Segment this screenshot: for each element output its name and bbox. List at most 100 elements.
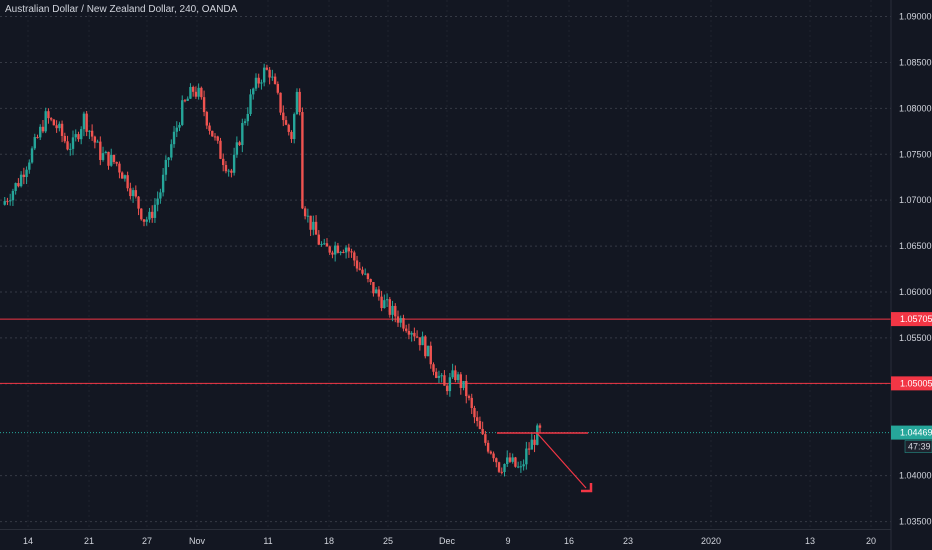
candle-body — [39, 126, 42, 138]
candle-body — [249, 94, 252, 114]
y-tick-label: 1.09000 — [899, 12, 932, 22]
candle-body — [126, 175, 129, 189]
candle-body — [172, 131, 176, 145]
y-tick-label: 1.06000 — [899, 287, 932, 297]
candle-body — [208, 125, 211, 131]
candle-body — [181, 100, 184, 125]
candle-body — [112, 154, 116, 163]
candle-body — [533, 439, 536, 445]
candle-body — [475, 417, 479, 422]
projection-arrow-head — [581, 483, 593, 493]
x-tick-label: 13 — [805, 536, 815, 546]
candle-body — [58, 123, 61, 129]
candle-body — [96, 141, 99, 143]
candle-body — [178, 124, 181, 128]
candle-body — [164, 159, 168, 175]
candle-body — [317, 234, 320, 245]
candle-body — [421, 336, 424, 346]
candle-body — [385, 299, 389, 301]
countdown-label: 47:39 — [908, 442, 931, 452]
candle-body — [366, 273, 370, 280]
candle-body — [396, 316, 400, 323]
candle-body — [161, 174, 165, 193]
candle-body — [451, 370, 454, 378]
candle-body — [230, 170, 233, 173]
candle-body — [271, 76, 274, 78]
y-tick-label: 1.07500 — [899, 149, 932, 159]
candle-body — [99, 141, 102, 160]
x-tick-label: Dec — [439, 536, 456, 546]
candle-body — [339, 251, 342, 253]
candle-body — [257, 77, 260, 84]
candle-body — [358, 268, 361, 270]
candle-body — [306, 215, 310, 217]
candle-body — [273, 76, 277, 84]
candle-body — [437, 375, 441, 378]
candle-body — [344, 247, 348, 253]
candle-body — [202, 97, 206, 113]
candle-body — [197, 87, 200, 97]
candle-body — [156, 198, 159, 205]
candle-body — [25, 169, 28, 178]
candle-body — [268, 69, 271, 78]
candle-body — [219, 140, 222, 159]
y-tick-label: 1.07000 — [899, 195, 932, 205]
candle-body — [429, 345, 432, 365]
candle-body — [380, 296, 383, 309]
candle-body — [320, 243, 323, 245]
price-label-bg — [891, 376, 932, 391]
candle-body — [473, 408, 476, 418]
candle-body — [110, 154, 113, 166]
candle-body — [415, 336, 419, 338]
candle-body — [361, 269, 364, 274]
candle-body — [478, 421, 482, 429]
candle-body — [235, 142, 239, 155]
candle-body — [525, 448, 528, 465]
candle-body — [107, 151, 110, 166]
candle-body — [465, 380, 468, 397]
x-tick-label: 2020 — [701, 536, 721, 546]
candle-body — [336, 245, 340, 253]
candle-body — [350, 251, 353, 253]
price-label: 1.05705 — [900, 314, 932, 324]
candle-body — [260, 82, 263, 84]
candle-body — [424, 336, 427, 357]
candle-body — [118, 163, 121, 173]
candle-body — [481, 428, 484, 435]
candle-body — [497, 462, 501, 472]
candle-body — [418, 337, 422, 346]
time-axis[interactable]: 14 21 27 Nov 11 18 25 Dec 9 16 23 2020 13 20 — [23, 536, 876, 546]
candle-body — [388, 299, 391, 315]
candle-body — [303, 208, 307, 217]
candle-body — [33, 137, 36, 149]
candle-body — [404, 328, 408, 331]
candle-body — [194, 91, 198, 97]
candle-body — [120, 172, 124, 179]
price-label-bg — [891, 312, 932, 327]
candle-body — [500, 471, 503, 473]
y-tick-label: 1.03500 — [899, 517, 932, 527]
candle-body — [519, 466, 523, 468]
candle-body — [484, 434, 487, 443]
candle-body — [115, 162, 118, 164]
x-tick-label: 23 — [623, 536, 633, 546]
candle-body — [63, 135, 67, 142]
y-tick-label: 1.06500 — [899, 241, 932, 251]
candle-body — [432, 364, 435, 372]
candle-body — [19, 174, 23, 187]
candle-body — [287, 124, 290, 132]
candle-body — [60, 123, 64, 136]
y-tick-label: 1.08500 — [899, 57, 932, 67]
candle-body — [252, 88, 255, 95]
x-tick-label: Nov — [189, 536, 206, 546]
candle-body — [140, 208, 143, 220]
y-tick-label: 1.04000 — [899, 471, 932, 481]
candle-body — [369, 279, 372, 283]
candle-body — [205, 112, 209, 126]
candle-body — [44, 111, 47, 132]
candle-body — [159, 192, 162, 199]
last-price-label: 1.04469 — [900, 428, 932, 438]
candle-body — [49, 118, 53, 120]
